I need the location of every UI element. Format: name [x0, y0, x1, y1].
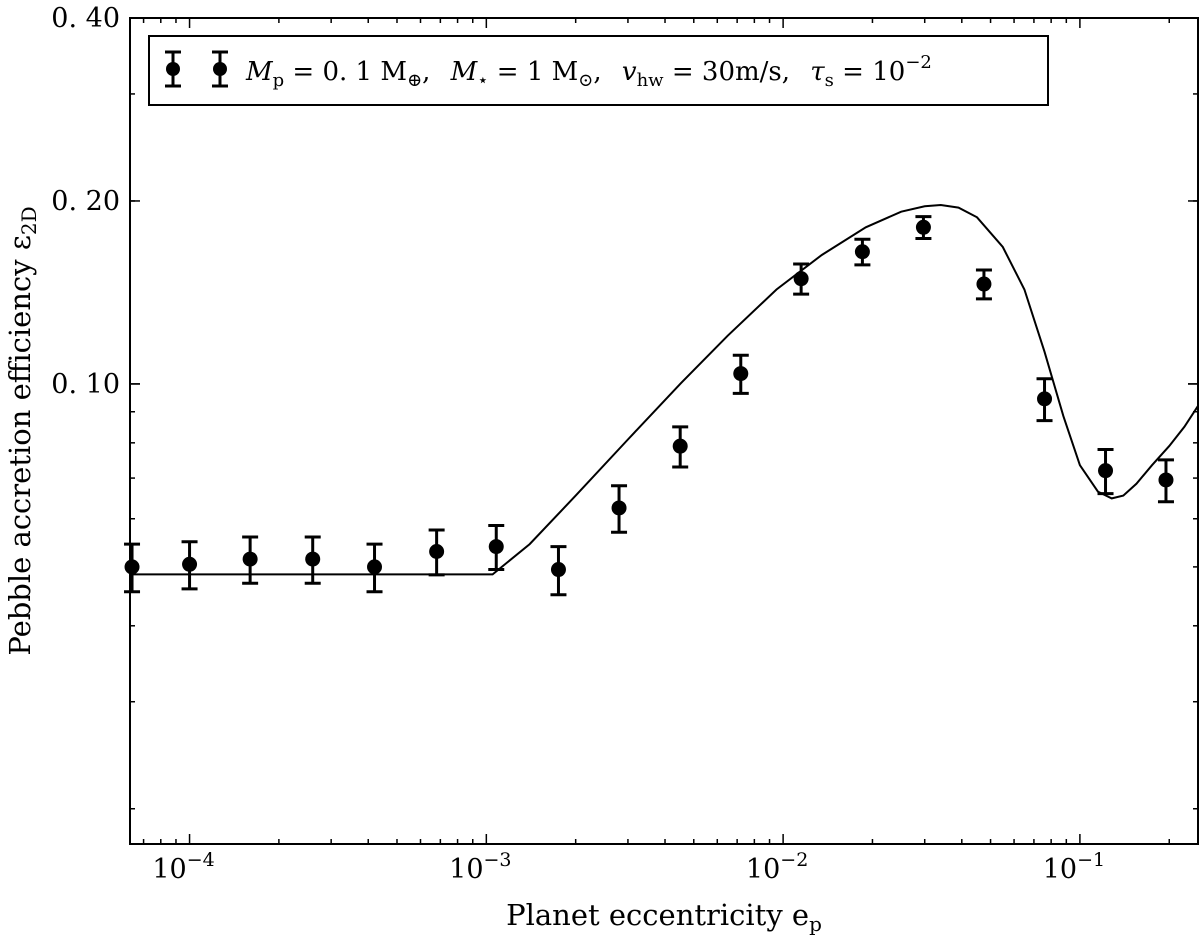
point-marker	[182, 556, 198, 572]
x-axis-label: Planet eccentricity ep	[506, 898, 822, 936]
data-point	[611, 484, 628, 534]
point-marker	[611, 500, 627, 516]
x-tick-label: 10−4	[152, 849, 214, 885]
data-point	[793, 262, 810, 296]
legend: Mp = 0. 1 M⊕, M⋆ = 1 M⊙, vhw = 30m/s, τs…	[148, 35, 1049, 106]
data-point	[915, 215, 932, 240]
point-marker	[1037, 391, 1053, 407]
y-axis-label: Pebble accretion efficiency ε2D	[3, 206, 41, 655]
data-points	[124, 215, 1174, 597]
fit-curve	[130, 203, 1199, 576]
data-point	[1157, 458, 1174, 504]
data-point	[975, 268, 992, 301]
data-point	[428, 528, 445, 577]
y-tick-label: 0. 10	[51, 369, 120, 400]
point-marker	[1158, 472, 1174, 488]
data-point	[181, 540, 198, 591]
point-marker	[915, 219, 931, 235]
x-tick-label: 10−2	[746, 849, 808, 885]
point-marker	[976, 276, 992, 292]
data-point	[732, 353, 749, 395]
point-marker	[550, 562, 566, 578]
point-marker	[854, 244, 870, 260]
point-marker	[367, 559, 383, 575]
axis-ticks	[130, 17, 1198, 844]
plot-frame	[129, 17, 1199, 845]
legend-label: Mp = 0. 1 M⊕, M⋆ = 1 M⊙, vhw = 30m/s, τs…	[245, 52, 932, 91]
x-tick-label: 10−3	[449, 849, 511, 885]
data-point	[124, 542, 141, 594]
x-tick-label: 10−1	[1043, 849, 1105, 885]
point-marker	[1098, 463, 1114, 479]
data-point	[1036, 377, 1053, 423]
data-point	[304, 535, 321, 585]
tick-labels: 0. 10 0. 20 0. 40 10−4 10−3 10−2 10−1	[51, 3, 1105, 885]
point-marker	[488, 539, 504, 555]
point-marker	[305, 551, 321, 567]
point-marker	[124, 559, 140, 575]
data-point	[854, 237, 871, 267]
point-marker	[242, 551, 258, 567]
point-marker	[793, 271, 809, 287]
data-point	[672, 425, 689, 469]
point-marker	[672, 438, 688, 454]
y-tick-label: 0. 20	[51, 186, 120, 217]
data-point	[488, 523, 505, 572]
point-marker	[733, 366, 749, 382]
y-tick-label: 0. 40	[51, 3, 120, 34]
data-point	[550, 545, 567, 597]
legend-marker	[165, 50, 228, 88]
data-point	[1097, 448, 1114, 496]
legend-box	[148, 35, 1049, 106]
point-marker	[429, 544, 445, 560]
data-point	[242, 535, 259, 585]
data-point	[366, 542, 383, 594]
